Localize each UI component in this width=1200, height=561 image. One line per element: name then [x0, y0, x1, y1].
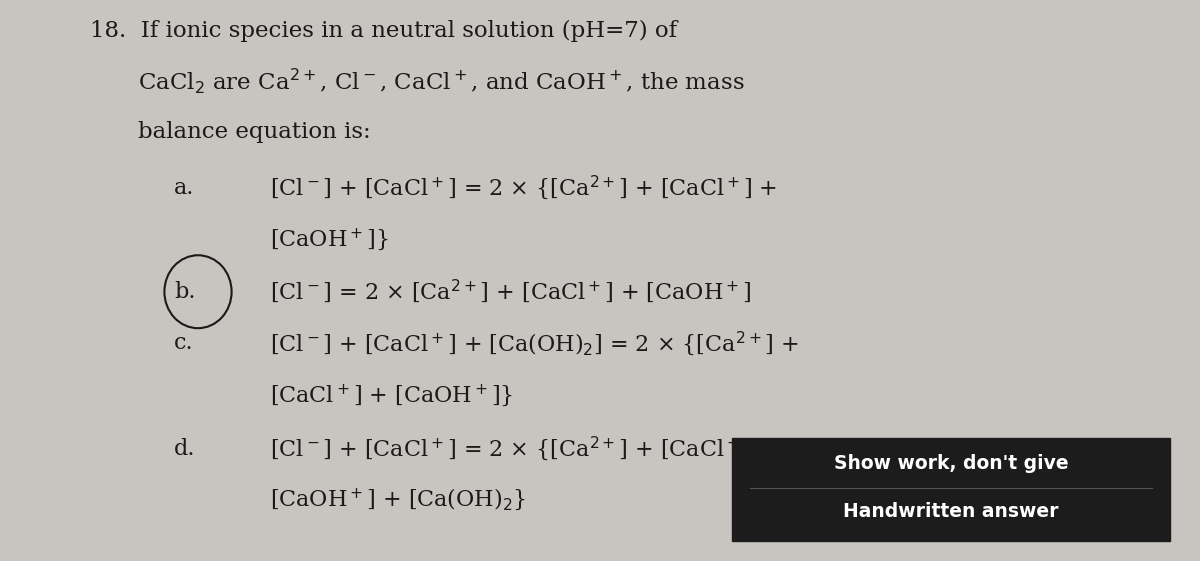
Text: [CaCl$^+$] + [CaOH$^+$]}: [CaCl$^+$] + [CaOH$^+$]}: [270, 382, 514, 409]
Text: balance equation is:: balance equation is:: [138, 121, 371, 143]
Text: CaCl$_2$ are Ca$^{2+}$, Cl$^-$, CaCl$^+$, and CaOH$^+$, the mass: CaCl$_2$ are Ca$^{2+}$, Cl$^-$, CaCl$^+$…: [138, 67, 744, 96]
Text: [Cl$^-$] = 2 × [Ca$^{2+}$] + [CaCl$^+$] + [CaOH$^+$]: [Cl$^-$] = 2 × [Ca$^{2+}$] + [CaCl$^+$] …: [270, 278, 751, 305]
Text: [CaOH$^+$] + [Ca(OH)$_2$}: [CaOH$^+$] + [Ca(OH)$_2$}: [270, 488, 526, 513]
FancyBboxPatch shape: [732, 438, 1170, 541]
Text: [Cl$^-$] + [CaCl$^+$] + [Ca(OH)$_2$] = 2 × {[Ca$^{2+}$] +: [Cl$^-$] + [CaCl$^+$] + [Ca(OH)$_2$] = 2…: [270, 329, 799, 357]
Text: 18.  If ionic species in a neutral solution (pH=7) of: 18. If ionic species in a neutral soluti…: [90, 20, 677, 42]
Text: Show work, don't give: Show work, don't give: [834, 454, 1068, 473]
Text: [Cl$^-$] + [CaCl$^+$] = 2 × {[Ca$^{2+}$] + [CaCl$^+$] +: [Cl$^-$] + [CaCl$^+$] = 2 × {[Ca$^{2+}$]…: [270, 174, 778, 202]
Text: d.: d.: [174, 438, 196, 460]
Text: c.: c.: [174, 332, 193, 355]
Text: Handwritten answer: Handwritten answer: [844, 502, 1058, 521]
Text: [Cl$^-$] + [CaCl$^+$] = 2 × {[Ca$^{2+}$] + [CaCl$^+$] +: [Cl$^-$] + [CaCl$^+$] = 2 × {[Ca$^{2+}$]…: [270, 435, 778, 463]
Text: b.: b.: [174, 280, 196, 303]
Text: [CaOH$^+$]}: [CaOH$^+$]}: [270, 226, 389, 253]
Text: a.: a.: [174, 177, 194, 199]
